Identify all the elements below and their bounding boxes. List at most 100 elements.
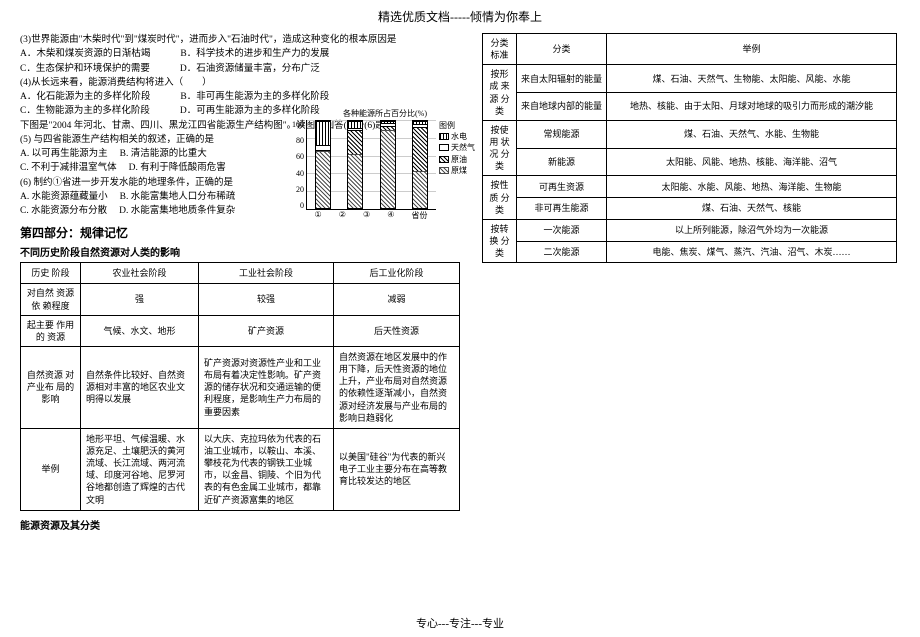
r4-c0: 举例 [21, 428, 81, 510]
q6-opt-d: D. 水能富集地地质条件复杂 [119, 204, 235, 218]
section4-subtitle: 不同历史阶段自然资源对人类的影响 [20, 244, 460, 259]
ex-5: 煤、石油、天然气、核能 [607, 198, 897, 220]
ex-1: 地热、核能、由于太阳、月球对地球的吸引力而形成的潮汐能 [607, 93, 897, 121]
ex-7: 电能、焦炭、煤气、蒸汽、汽油、沼气、木炭…… [607, 241, 897, 263]
q5-stem: (5) 与四省能源生产结构相关的叙述，正确的是 [20, 133, 245, 147]
sub-2: 常规能源 [517, 120, 607, 148]
right-column: 分类标准 分类 举例 按形成 来源 分类 来自太阳辐射的能量 煤、石油、天然气、… [482, 33, 897, 532]
g-convert: 按转换 分类 [483, 219, 517, 262]
th-stage: 历史 阶段 [21, 263, 81, 284]
q3-opt-b: B．科学技术的进步和生产力的发展 [180, 47, 329, 61]
table-row: 按性质 分类 可再生资源 太阳能、水能、风能、地热、海洋能、生物能 [483, 176, 897, 198]
table-row: 对自然 资源依 赖程度 强 较强 减弱 [21, 284, 460, 315]
xlabel-2: ③ [363, 210, 370, 221]
legend-gas: 天然气 [439, 142, 479, 153]
chart-plot [306, 120, 436, 210]
th-post: 后工业化阶段 [334, 263, 460, 284]
table-row: 二次能源 电能、焦炭、煤气、蒸汽、汽油、沼气、木炭…… [483, 241, 897, 263]
q5-opt-c: C. 不利于减排温室气体 [20, 161, 117, 175]
ytick-2: 60 [290, 152, 304, 161]
energy-structure-chart: 各种能源所占百分比(%) 100 80 60 40 20 0 [290, 108, 480, 223]
chart-title: 各种能源所占百分比(%) [290, 108, 480, 119]
ytick-1: 80 [290, 136, 304, 145]
energy-classification-table: 分类标准 分类 举例 按形成 来源 分类 来自太阳辐射的能量 煤、石油、天然气、… [482, 33, 897, 263]
energy-title: 能源资源及其分类 [20, 517, 460, 532]
table-row: 按形成 来源 分类 来自太阳辐射的能量 煤、石油、天然气、生物能、太阳能、风能、… [483, 65, 897, 93]
history-stages-table: 历史 阶段 农业社会阶段 工业社会阶段 后工业化阶段 对自然 资源依 赖程度 强… [20, 262, 460, 510]
r1-c3: 减弱 [334, 284, 460, 315]
r3-c0: 自然资源 对产业布 局的影响 [21, 346, 81, 428]
legend-label-1: 天然气 [451, 142, 475, 153]
th-agri: 农业社会阶段 [81, 263, 199, 284]
th-class: 分类 [517, 34, 607, 65]
th-std: 分类标准 [483, 34, 517, 65]
page-header: 精选优质文档-----倾情为你奉上 [20, 8, 900, 25]
r2-c0: 起主要 作用的 资源 [21, 315, 81, 346]
r1-c2: 较强 [199, 284, 334, 315]
r2-c3: 后天性资源 [334, 315, 460, 346]
bar-3 [380, 120, 396, 209]
ex-6: 以上所列能源，除沼气外均为一次能源 [607, 219, 897, 241]
legend-label-0: 水电 [451, 131, 467, 142]
r4-c3: 以美国"硅谷"为代表的新兴电子工业主要分布在高等教育比较发达的地区 [334, 428, 460, 510]
r1-c0: 对自然 资源依 赖程度 [21, 284, 81, 315]
sub-5: 非可再生能源 [517, 198, 607, 220]
table-row: 分类标准 分类 举例 [483, 34, 897, 65]
chart-body: 100 80 60 40 20 0 [290, 120, 480, 210]
q5-opt-a: A. 以可再生能源为主 [20, 147, 108, 161]
r1-c1: 强 [81, 284, 199, 315]
table-row: 举例 地形平坦、气候温暖、水源充足、土壤肥沃的黄河流域、长江流域、两河流域、印度… [21, 428, 460, 510]
legend-label-3: 原煤 [451, 165, 467, 176]
ytick-3: 40 [290, 169, 304, 178]
g-usage: 按使用 状况 分类 [483, 120, 517, 176]
r3-c3: 自然资源在地区发展中的作用下降，后天性资源的地位上升，产业布局对自然资源的依赖性… [334, 346, 460, 428]
legend-coal: 原煤 [439, 165, 479, 176]
table-row: 起主要 作用的 资源 气候、水文、地形 矿产资源 后天性资源 [21, 315, 460, 346]
r4-c1: 地形平坦、气候温暖、水源充足、土壤肥沃的黄河流域、长江流域、两河流域、印度河谷地… [81, 428, 199, 510]
ex-2: 煤、石油、天然气、水能、生物能 [607, 120, 897, 148]
sub-1: 来自地球内部的能量 [517, 93, 607, 121]
ytick-4: 20 [290, 185, 304, 194]
xlabel-3: ④ [387, 210, 394, 221]
sub-0: 来自太阳辐射的能量 [517, 65, 607, 93]
table-row: 新能源 太阳能、风能、地热、核能、海洋能、沼气 [483, 148, 897, 176]
xlabel-0: ① [315, 210, 322, 221]
r2-c2: 矿产资源 [199, 315, 334, 346]
g-nature: 按性质 分类 [483, 176, 517, 219]
legend-oil: 原油 [439, 154, 479, 165]
legend-hydro: 水电 [439, 131, 479, 142]
chart-legend: 图例 水电 天然气 原油 原煤 [439, 120, 479, 210]
table-row: 按转换 分类 一次能源 以上所列能源，除沼气外均为一次能源 [483, 219, 897, 241]
ex-0: 煤、石油、天然气、生物能、太阳能、风能、水能 [607, 65, 897, 93]
bar-2 [347, 120, 363, 209]
table-row: 非可再生能源 煤、石油、天然气、核能 [483, 198, 897, 220]
sub-6: 一次能源 [517, 219, 607, 241]
q5-opts-ab: A. 以可再生能源为主 B. 清洁能源的比重大 [20, 147, 245, 161]
r4-c2: 以大庆、克拉玛依为代表的石油工业城市，以鞍山、本溪、攀枝花为代表的钢铁工业城市，… [199, 428, 334, 510]
q4-opt-a: A．化石能源为主的多样化阶段 [20, 90, 150, 104]
swatch-coal-icon [439, 167, 449, 174]
sub-7: 二次能源 [517, 241, 607, 263]
q6-opts-ab: A. 水能资源蕴藏量小 B. 水能富集地人口分布稀疏 [20, 190, 245, 204]
th-example: 举例 [607, 34, 897, 65]
q4-stem: (4)从长远来看，能源消费结构将进入（ ） [20, 76, 460, 90]
swatch-hydro-icon [439, 133, 449, 140]
table-row: 历史 阶段 农业社会阶段 工业社会阶段 后工业化阶段 [21, 263, 460, 284]
q6-opt-a: A. 水能资源蕴藏量小 [20, 190, 108, 204]
table-row: 按使用 状况 分类 常规能源 煤、石油、天然气、水能、生物能 [483, 120, 897, 148]
q4-opt-b: B．非可再生能源为主的多样化阶段 [180, 90, 329, 104]
r2-c1: 气候、水文、地形 [81, 315, 199, 346]
r3-c1: 自然条件比较好、自然资源相对丰富的地区农业文明得以发展 [81, 346, 199, 428]
q6-opts-cd: C. 水能资源分布分散 D. 水能富集地地质条件复杂 [20, 204, 245, 218]
r3-c2: 矿产资源对资源性产业和工业布局有着决定性影响。矿产资源的储存状况和交通运输的便利… [199, 346, 334, 428]
sub-4: 可再生资源 [517, 176, 607, 198]
legend-title: 图例 [439, 120, 479, 131]
ytick-0: 100 [290, 120, 304, 129]
q4-opt-c: C．生物能源为主的多样化阶段 [20, 104, 150, 118]
swatch-oil-icon [439, 156, 449, 163]
chart-y-axis: 100 80 60 40 20 0 [290, 120, 306, 210]
ex-4: 太阳能、水能、风能、地热、海洋能、生物能 [607, 176, 897, 198]
section4-title: 第四部分：规律记忆 [20, 224, 460, 241]
q6-opt-c: C. 水能资源分布分散 [20, 204, 107, 218]
q3-opt-a: A．木柴和煤炭资源的日渐枯竭 [20, 47, 150, 61]
